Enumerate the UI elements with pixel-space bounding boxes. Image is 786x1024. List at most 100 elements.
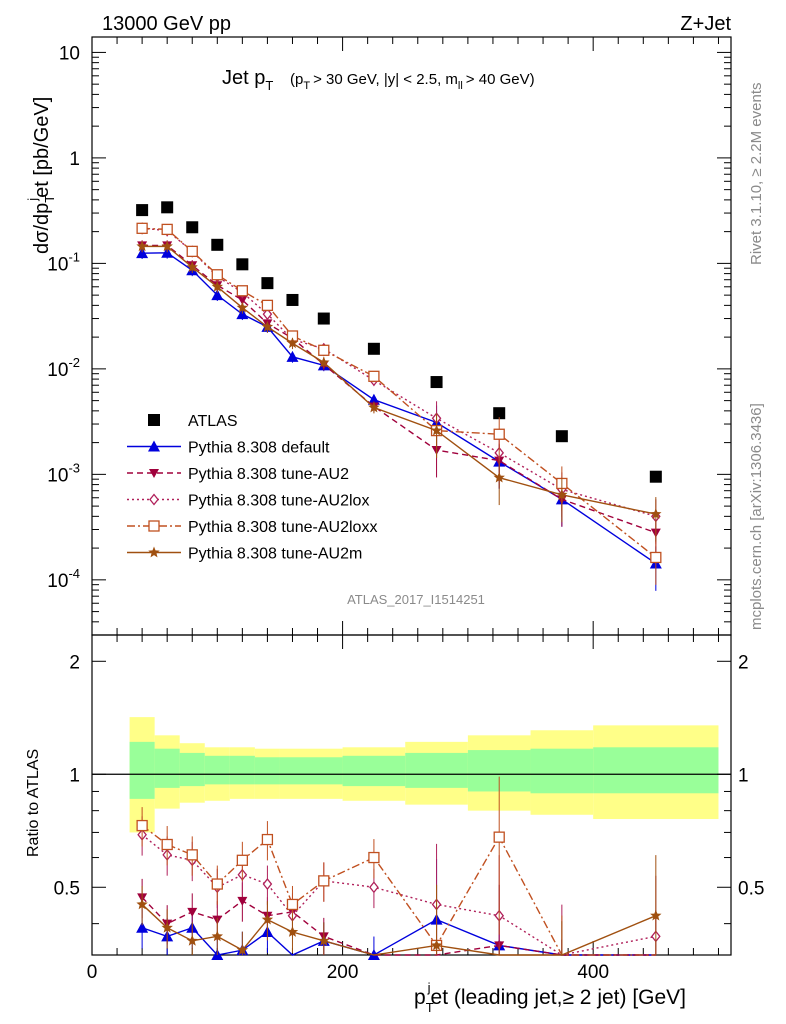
point-AU2m (186, 261, 198, 273)
ratio-point-AU2loxx (368, 851, 380, 864)
band-inner (405, 752, 468, 788)
point-ATLAS (649, 470, 662, 483)
ratio-tick-label-right: 1 (738, 765, 749, 786)
ratio-point-AU2m (161, 921, 173, 933)
title-sub: T (265, 78, 273, 93)
title-cuts-end: > 40 GeV) (466, 71, 535, 88)
point-AU2m (430, 424, 443, 436)
ratio-point-AU2loxx (318, 875, 330, 887)
point-AU2loxx (211, 269, 223, 281)
ratio-tick-label: 1 (69, 765, 80, 786)
ratio-point-AU2m (261, 913, 274, 925)
band-inner (204, 755, 230, 785)
title-cuts-sub: T (303, 80, 310, 92)
ratio-point-AU2loxx (161, 838, 173, 851)
point-default (161, 246, 174, 258)
point-AU2loxx (318, 344, 330, 356)
ratio-point-AU2loxx (261, 833, 274, 846)
series-AU2m (136, 240, 662, 542)
title-cuts: (p (290, 71, 303, 88)
band-inner (179, 752, 205, 787)
band-inner (530, 748, 594, 794)
legend: ATLAS Pythia 8.308 default Pythia 8.308 tu… (127, 413, 377, 563)
point-AU2m (556, 488, 568, 500)
point-ATLAS (161, 201, 174, 214)
point-ATLAS (493, 407, 506, 420)
ratio-plot-data (136, 776, 662, 960)
point-default (211, 289, 224, 301)
ratio-tick-label-right: 2 (738, 652, 749, 673)
header-right: Z+Jet (680, 13, 731, 35)
point-AU2loxx (186, 245, 198, 258)
legend-label: Pythia 8.308 tune-AU2m (188, 546, 362, 563)
legend-marker (148, 546, 160, 558)
point-AU2m (650, 508, 662, 519)
point-AU2loxx (261, 299, 274, 312)
svg-text:(pT> 30 GeV, |y| < 2.5, mll> 4: (pT > 30 GeV, |y| < 2.5, mll > 40 GeV) (290, 71, 535, 92)
axis-ticks (91, 37, 731, 955)
y-tick-label: 1 (69, 149, 80, 170)
ratio-point-AU2m (318, 934, 330, 946)
point-ATLAS (211, 238, 224, 251)
y-tick-label: 10-1 (47, 249, 80, 275)
point-AU2loxx (136, 222, 148, 234)
point-AU2m (136, 240, 148, 252)
point-ATLAS (261, 277, 274, 290)
y-tick-label: 10-3 (47, 460, 80, 486)
ratio-point-AU2 (237, 896, 248, 906)
y-tick-label: 10-4 (47, 566, 80, 592)
point-AU2m (286, 337, 299, 349)
ratio-point-AU2loxx (286, 898, 299, 911)
ratio-point-AU2m (430, 939, 443, 951)
point-default (136, 247, 149, 259)
point-AU2m (368, 401, 380, 413)
legend-label: Pythia 8.308 tune-AU2loxx (188, 519, 377, 536)
y-tick-label: 10-2 (47, 355, 80, 381)
point-ATLAS (317, 312, 330, 325)
analysis-watermark: ATLAS_2017_I1514251 (347, 592, 485, 607)
point-AU2m (261, 320, 274, 332)
legend-label: Pythia 8.308 tune-AU2lox (188, 493, 369, 510)
point-AU2m (318, 356, 330, 368)
title-cuts-sub2: ll (458, 80, 463, 92)
band-inner (254, 757, 280, 785)
ratio-point-AU2m (186, 934, 198, 946)
ratio-point-AU2lox (369, 881, 379, 894)
band-inner (154, 748, 180, 788)
point-AU2m (161, 240, 173, 252)
point-ATLAS (136, 204, 149, 217)
point-ATLAS (186, 221, 199, 234)
point-AU2m (211, 280, 223, 292)
band-inner (229, 755, 255, 785)
x-tick-label: 200 (327, 962, 359, 983)
ratio-series-AU2loxx (136, 776, 656, 956)
ratio-point-AU2loxx (186, 849, 198, 861)
point-default (286, 350, 299, 362)
band-inner (342, 755, 406, 787)
ratio-line-AU2 (141, 896, 656, 956)
y-axis-label-main: dσ/dpTjet [pb/GeV] (25, 97, 57, 254)
ratio-line-AU2m (141, 903, 657, 956)
point-AU2m (236, 301, 249, 313)
point-AU2 (237, 295, 248, 305)
point-AU2loxx (650, 551, 662, 564)
ratio-point-AU2m (236, 944, 249, 955)
y-axis-label-ratio: Ratio to ATLAS (25, 749, 42, 857)
legend-marker (148, 520, 160, 532)
legend-entry-AU2loxx: Pythia 8.308 tune-AU2loxx (127, 519, 377, 536)
legend-marker (149, 493, 159, 506)
legend-entry-AU2m: Pythia 8.308 tune-AU2m (127, 546, 362, 563)
legend-entry-AU2lox: Pythia 8.308 tune-AU2lox (127, 493, 369, 510)
band-inner (305, 757, 343, 785)
ratio-point-AU2m (286, 926, 299, 937)
tick-labels: 0 200 400 10 1 10-1 10-2 10-3 10-4 2 2 1 1 0.5 0.5 (47, 43, 764, 983)
point-AU2loxx (161, 223, 173, 236)
ratio-tick-label: 2 (69, 652, 80, 673)
x-tick-label: 400 (577, 962, 609, 983)
ratio-point-AU2m (136, 898, 148, 910)
band-inner (279, 757, 305, 785)
ratio-tick-label-right: 0.5 (738, 878, 764, 899)
point-ATLAS (367, 342, 380, 355)
point-ATLAS (286, 293, 299, 306)
